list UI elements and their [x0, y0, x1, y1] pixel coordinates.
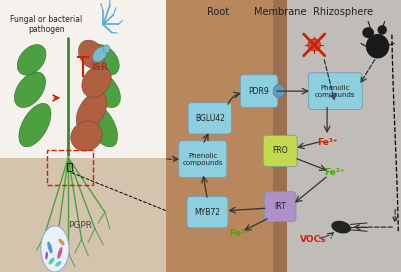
Ellipse shape [82, 66, 111, 97]
Text: Fungal or bacterial
pathogen: Fungal or bacterial pathogen [10, 15, 83, 34]
Ellipse shape [366, 34, 389, 58]
Ellipse shape [362, 27, 374, 38]
Text: VOCs: VOCs [300, 235, 326, 244]
Bar [47, 150, 93, 185]
Ellipse shape [71, 121, 102, 151]
Ellipse shape [103, 45, 110, 53]
Ellipse shape [49, 258, 55, 265]
Ellipse shape [89, 72, 120, 107]
Ellipse shape [47, 242, 53, 254]
Text: MYB72: MYB72 [194, 208, 221, 217]
Text: Phenolic
compounds: Phenolic compounds [315, 85, 356, 98]
FancyBboxPatch shape [240, 75, 278, 107]
Ellipse shape [14, 72, 46, 107]
Text: Rhizosphere: Rhizosphere [314, 7, 374, 17]
Ellipse shape [45, 252, 48, 260]
Bar [0, 158, 166, 272]
FancyBboxPatch shape [264, 192, 296, 222]
Bar [67, 163, 73, 171]
Text: PGPR: PGPR [68, 221, 92, 230]
Text: Fe²⁺: Fe²⁺ [229, 229, 249, 239]
FancyBboxPatch shape [179, 141, 227, 178]
FancyBboxPatch shape [187, 196, 228, 228]
Circle shape [273, 84, 285, 98]
Text: IRT: IRT [274, 202, 286, 211]
Ellipse shape [57, 247, 63, 259]
Text: Root: Root [207, 7, 229, 17]
FancyBboxPatch shape [308, 73, 362, 109]
FancyBboxPatch shape [188, 103, 231, 134]
Bar [273, 0, 287, 272]
Ellipse shape [79, 40, 105, 69]
Text: PDR9: PDR9 [249, 86, 269, 96]
Text: FRO: FRO [272, 146, 288, 156]
Text: ISR: ISR [91, 63, 108, 73]
Ellipse shape [17, 45, 46, 75]
Ellipse shape [76, 92, 107, 131]
Text: BGLU42: BGLU42 [195, 114, 225, 123]
Ellipse shape [308, 39, 321, 51]
Text: Phenolic
compounds: Phenolic compounds [182, 153, 223, 166]
Ellipse shape [55, 261, 61, 267]
Circle shape [41, 226, 69, 272]
Ellipse shape [377, 25, 387, 35]
Ellipse shape [59, 239, 65, 245]
Text: Fe²⁺: Fe²⁺ [324, 168, 344, 177]
Ellipse shape [93, 47, 107, 62]
FancyBboxPatch shape [263, 135, 297, 166]
Ellipse shape [85, 103, 117, 147]
Bar [287, 0, 401, 272]
Bar [166, 0, 273, 272]
Bar [0, 0, 166, 158]
Text: Fe³⁺: Fe³⁺ [317, 138, 337, 147]
Ellipse shape [19, 103, 51, 147]
Ellipse shape [91, 45, 119, 75]
Ellipse shape [331, 221, 351, 233]
Text: Membrane: Membrane [254, 7, 306, 17]
